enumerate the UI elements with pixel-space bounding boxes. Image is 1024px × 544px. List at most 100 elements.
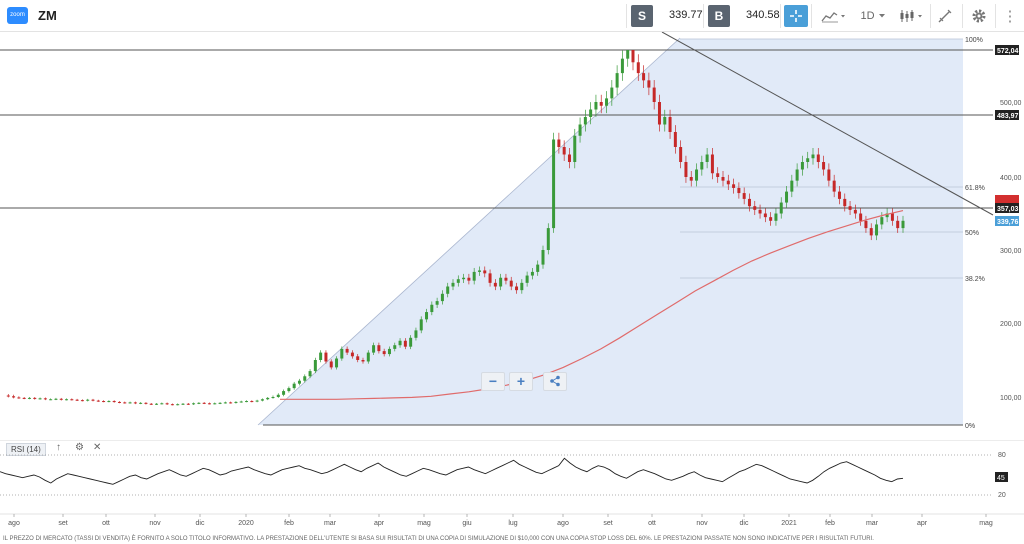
candle-body — [546, 228, 550, 250]
candle-body — [837, 191, 841, 199]
fib-diagonal-line — [257, 37, 681, 426]
candle-body — [38, 398, 42, 400]
settings-button[interactable] — [968, 5, 990, 27]
trend-line[interactable] — [661, 32, 994, 216]
time-tick-label: giu — [462, 520, 471, 527]
candle-body — [398, 340, 402, 346]
price-badge — [995, 216, 1019, 226]
draw-tool-button[interactable] — [934, 5, 956, 27]
rsi-tick-20: 20 — [998, 492, 1006, 499]
price-badge — [995, 203, 1019, 213]
fib-level-label: 61.8% — [965, 185, 985, 192]
zoom-in-button[interactable]: + — [509, 372, 533, 391]
candle-body — [631, 50, 635, 63]
candle-body — [875, 224, 879, 236]
rsi-current-value: 45 — [997, 475, 1005, 482]
candle-body — [859, 213, 863, 221]
price-badge — [995, 110, 1019, 120]
candle-body — [795, 169, 799, 181]
candle-body — [260, 399, 264, 401]
candle-body — [335, 358, 339, 368]
share-button[interactable] — [543, 372, 567, 391]
candle-body — [705, 154, 709, 162]
candle-body — [769, 217, 773, 221]
candle-body — [144, 402, 148, 404]
candle-body — [657, 102, 661, 125]
candle-body — [589, 109, 593, 117]
time-axis: ago set ott nov dic 2020 feb mar apr mag giu lug ago… — [8, 514, 993, 527]
candle-body — [287, 388, 291, 392]
candle-body — [615, 73, 619, 88]
rsi-tick-80: 80 — [998, 452, 1006, 459]
candle-body — [75, 399, 79, 401]
candle-body — [689, 177, 693, 181]
sell-button[interactable]: S — [631, 5, 653, 27]
candle-body — [239, 401, 243, 403]
chart-type-button[interactable] — [818, 5, 850, 27]
zoom-out-button[interactable]: − — [481, 372, 505, 391]
crosshair-icon — [790, 10, 802, 22]
candle-body — [732, 184, 736, 188]
price-badge-label: 357,03 — [997, 206, 1019, 213]
time-tick-label: nov — [696, 520, 708, 527]
candle-body — [679, 147, 683, 162]
candle-body — [652, 87, 656, 102]
candle-body — [435, 301, 439, 305]
candle-body — [223, 402, 227, 404]
candle-body — [467, 277, 471, 281]
candle-body — [170, 404, 174, 406]
price-chart[interactable]: 100% 61.8% 50% 38.2% 0% 500,00 400,00 300,00 20… — [0, 32, 1024, 537]
buy-button[interactable]: B — [708, 5, 730, 27]
price-tick-label: 100,00 — [1000, 395, 1022, 402]
time-tick-label: mar — [866, 520, 879, 527]
candle-body — [297, 380, 301, 384]
candle-body — [207, 403, 211, 405]
gear-icon — [972, 9, 986, 23]
candle-body — [530, 271, 534, 276]
timeframe-select[interactable]: 1D — [858, 5, 888, 27]
candle-body — [250, 401, 254, 403]
gear-icon: ⚙ — [75, 442, 84, 453]
candle-body — [218, 402, 222, 404]
price-badge-label: 572,04 — [997, 48, 1019, 55]
candle-body — [562, 147, 566, 155]
more-menu-button[interactable]: ⋮ — [998, 5, 1022, 27]
candle-body — [504, 277, 508, 281]
candle-body — [49, 399, 53, 401]
time-tick-label: ago — [557, 520, 569, 527]
candle-body — [758, 209, 762, 214]
candle-body — [599, 102, 603, 106]
candle-body — [356, 356, 360, 360]
candle-body — [816, 154, 820, 162]
candle-body — [197, 402, 201, 404]
candle-body — [880, 217, 884, 225]
candle-body — [308, 371, 312, 377]
move-up-button[interactable]: ↑ — [56, 442, 61, 453]
chart-toolbar: zoom ZM S 339.77 B 340.58 1D — [0, 0, 1024, 32]
candle-body — [245, 401, 249, 403]
candle-body — [117, 401, 121, 403]
candle-style-button[interactable] — [896, 5, 928, 27]
candle-body — [27, 397, 31, 399]
timeframe-label: 1D — [860, 10, 875, 22]
candle-body — [567, 154, 571, 162]
candle-body — [509, 280, 513, 287]
candle-body — [181, 403, 185, 405]
rsi-current-badge — [995, 472, 1008, 482]
indicator-settings-button[interactable]: ⚙ — [75, 442, 84, 453]
moving-average-line — [280, 210, 904, 400]
remove-indicator-button[interactable]: ✕ — [93, 442, 101, 453]
rsi-chart[interactable]: 80 20 45 — [0, 440, 1024, 510]
candle-body — [133, 402, 137, 404]
candle-body — [594, 102, 598, 110]
rsi-indicator-label[interactable]: RSI (14) — [6, 443, 46, 456]
candle-body — [578, 124, 582, 136]
candle-body — [409, 337, 413, 347]
candle-body — [552, 139, 556, 229]
crosshair-button[interactable] — [784, 5, 808, 27]
time-tick-label: apr — [374, 520, 385, 527]
candle-body — [525, 275, 529, 283]
candle-body — [774, 213, 778, 221]
candle-body — [382, 351, 386, 355]
rsi-line — [0, 457, 904, 485]
